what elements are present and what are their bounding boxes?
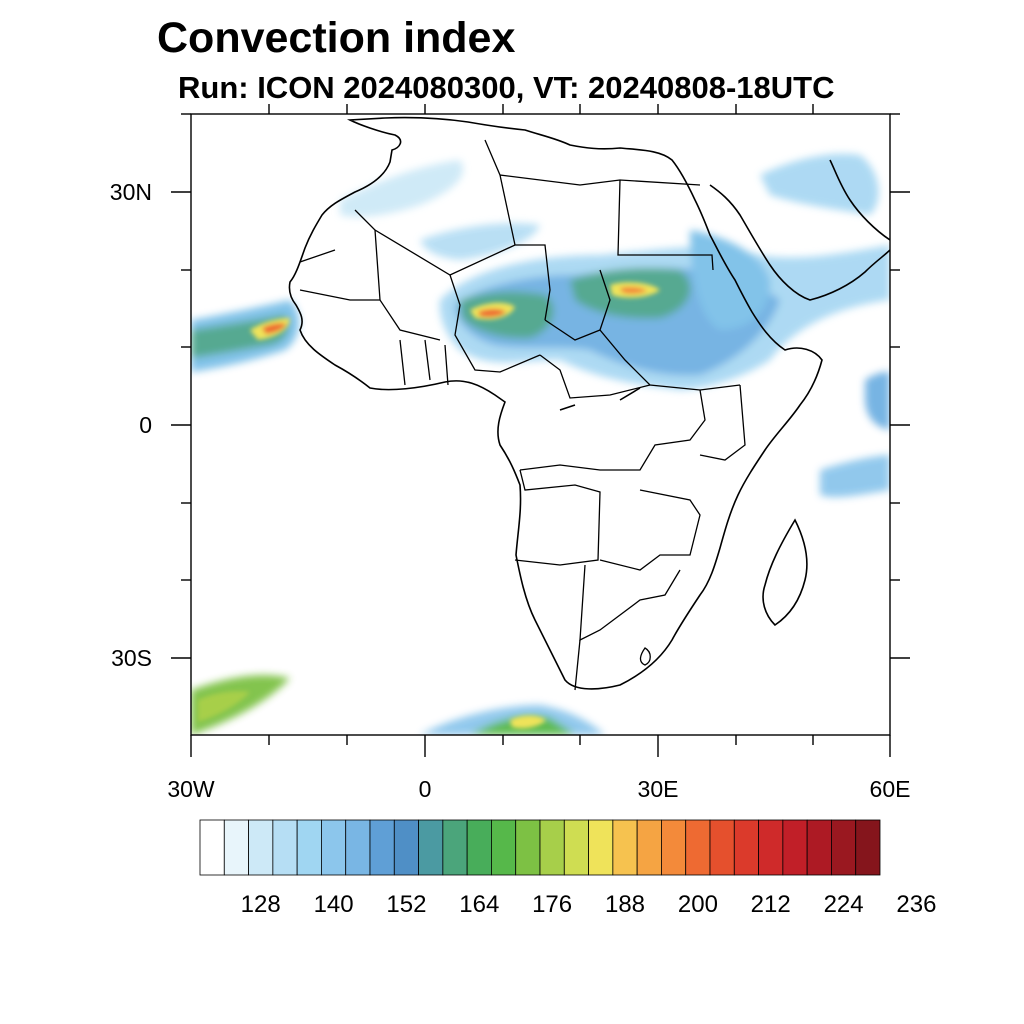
colorbar-swatch <box>418 819 444 876</box>
colorbar-label: 152 <box>386 891 426 918</box>
colorbar-swatch <box>223 819 249 876</box>
colorbar-label: 224 <box>824 891 864 918</box>
colorbar-swatch <box>442 819 468 876</box>
colorbar-swatch <box>636 819 662 876</box>
lon-label-30e: 30E <box>638 776 679 802</box>
colorbar-label: 212 <box>751 891 791 918</box>
colorbar-swatch <box>709 819 735 876</box>
lat-label-0: 0 <box>139 412 152 438</box>
map-title: Convection index <box>157 14 516 62</box>
colorbar-swatch <box>466 819 492 876</box>
colorbar-swatch <box>758 819 784 876</box>
colorbar-label: 176 <box>532 891 572 918</box>
lat-label-30n: 30N <box>110 179 152 205</box>
lon-label-0: 0 <box>419 776 432 802</box>
colorbar-swatch <box>782 819 808 876</box>
colorbar-label: 236 <box>896 891 936 918</box>
colorbar-swatch <box>199 819 225 876</box>
coastlines <box>288 116 890 690</box>
colorbar-swatch <box>806 819 832 876</box>
colorbar-labels: 128 140 152 164 176 188 200 212 224 236 <box>241 891 937 918</box>
colorbar-swatch <box>296 819 322 876</box>
colorbar-swatch <box>515 819 541 876</box>
colorbar-swatch <box>393 819 419 876</box>
colorbar-swatch <box>321 819 347 876</box>
colorbar-swatch <box>491 819 517 876</box>
colorbar-swatch <box>661 819 687 876</box>
axis-ticks <box>171 104 910 757</box>
colorbar <box>199 819 881 876</box>
convection-field <box>191 153 890 735</box>
colorbar-label: 200 <box>678 891 718 918</box>
colorbar-label: 128 <box>241 891 281 918</box>
colorbar-swatch <box>733 819 759 876</box>
colorbar-swatch <box>539 819 565 876</box>
colorbar-swatch <box>345 819 371 876</box>
lat-label-30s: 30S <box>111 645 152 671</box>
colorbar-swatch <box>248 819 274 876</box>
colorbar-label: 188 <box>605 891 645 918</box>
lon-label-60e: 60E <box>870 776 911 802</box>
colorbar-swatch <box>369 819 395 876</box>
map-subtitle: Run: ICON 2024080300, VT: 20240808-18UTC <box>178 70 835 105</box>
colorbar-label: 140 <box>314 891 354 918</box>
country-borders <box>299 139 746 691</box>
colorbar-swatch <box>831 819 857 876</box>
colorbar-swatch <box>855 819 881 876</box>
colorbar-swatch <box>588 819 614 876</box>
colorbar-swatch <box>563 819 589 876</box>
colorbar-swatch <box>612 819 638 876</box>
lon-label-30w: 30W <box>167 776 215 802</box>
colorbar-swatch <box>272 819 298 876</box>
colorbar-label: 164 <box>459 891 499 918</box>
colorbar-swatch <box>685 819 711 876</box>
